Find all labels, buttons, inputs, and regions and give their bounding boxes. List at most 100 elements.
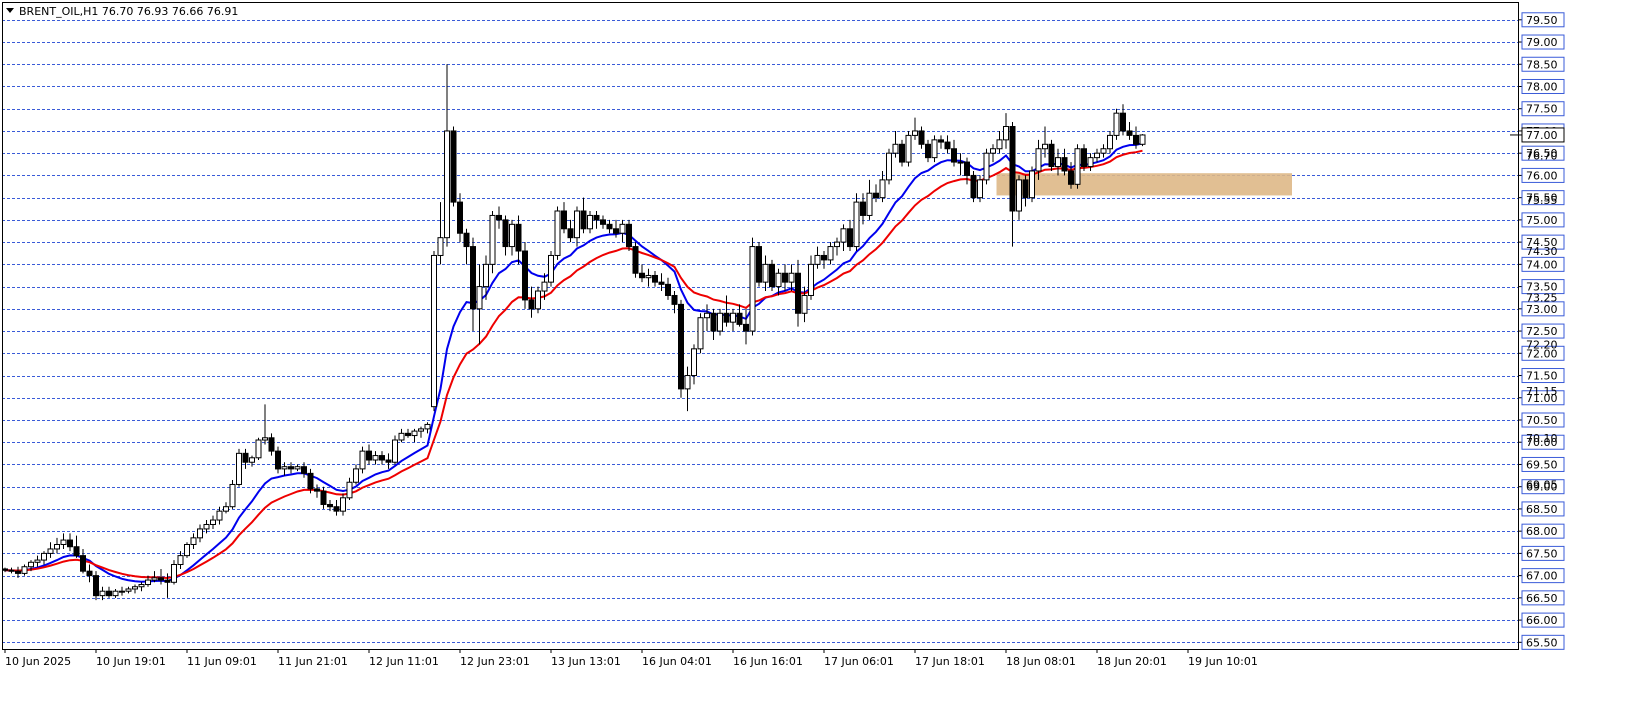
candle [652, 271, 658, 287]
plot-frame [2, 2, 1519, 650]
candle-body [463, 232, 470, 248]
y-tick-label: 78.50 [1526, 58, 1558, 71]
candle [80, 548, 86, 574]
candle-body [840, 228, 847, 243]
candle-body [1035, 148, 1042, 172]
y-tick-box [1521, 634, 1565, 650]
candle-body [327, 503, 333, 508]
candle [1120, 104, 1126, 136]
candle-body [255, 439, 262, 459]
y-tick-box [1521, 190, 1565, 206]
candle [574, 206, 580, 247]
candle-body [1074, 148, 1081, 185]
candle [197, 524, 203, 543]
candle-body [1061, 157, 1068, 172]
candle [320, 486, 327, 509]
candle [860, 193, 866, 225]
candle [535, 286, 541, 314]
candle-body [197, 528, 203, 539]
candle-body [1139, 134, 1146, 145]
y-tick-label: 76.00 [1526, 169, 1558, 182]
candle [190, 533, 197, 549]
y-extra-label: 74.30 [1526, 245, 1558, 258]
candle [697, 313, 704, 354]
candle [99, 586, 106, 601]
symbol-header[interactable]: BRENT_OIL,H1 76.70 76.93 76.66 76.91 [6, 5, 238, 18]
candle-body [437, 237, 444, 256]
candle-body [1107, 134, 1113, 150]
triangle-down-icon[interactable] [6, 8, 14, 13]
candle [444, 64, 450, 247]
x-tick-label: 12 Jun 11:01 [369, 655, 439, 668]
candle [691, 344, 697, 385]
candle-body [268, 437, 275, 452]
x-tick-label: 11 Jun 21:01 [278, 655, 348, 668]
candle-body [561, 210, 567, 230]
candle [164, 573, 171, 598]
candle-body [1068, 170, 1074, 185]
candle-body [1042, 143, 1048, 150]
candle [372, 451, 379, 465]
y-tick-label: 66.00 [1526, 614, 1558, 627]
candle [203, 520, 210, 534]
y-tick-box [1521, 456, 1565, 472]
y-tick-box [1521, 434, 1565, 450]
candle-body [444, 130, 450, 239]
candle-body [554, 210, 561, 256]
candle-body [60, 539, 67, 546]
candle [905, 130, 912, 167]
y-tick-label: 69.50 [1526, 458, 1558, 471]
candle-body [392, 439, 398, 463]
y-tick-box [1521, 501, 1565, 517]
candle [996, 130, 1003, 154]
candle-body [775, 272, 782, 288]
candle [398, 428, 405, 443]
candle [145, 575, 151, 587]
candle-body [366, 450, 372, 461]
candle [463, 228, 470, 265]
candle [1061, 148, 1068, 176]
candle [268, 433, 275, 456]
candle [60, 533, 67, 549]
candle [528, 286, 535, 318]
candle [788, 264, 795, 292]
candle [723, 295, 730, 327]
y-tick-box [1521, 145, 1565, 161]
y-tick-label: 75.00 [1526, 214, 1558, 227]
candle [125, 586, 132, 594]
candle [255, 437, 262, 461]
candle-body [626, 223, 632, 248]
candle [892, 130, 899, 158]
candle-body [899, 143, 905, 163]
candle-body [580, 210, 587, 230]
y-tick-box [1521, 212, 1565, 228]
y-tick-box [1521, 101, 1565, 117]
candle [1055, 148, 1061, 176]
candle [112, 588, 119, 598]
candle-body [879, 179, 886, 199]
candle [509, 219, 515, 256]
y-tick-box [1521, 323, 1565, 339]
y-tick-box [1521, 568, 1565, 584]
candle-body [834, 241, 840, 248]
candle [340, 493, 346, 516]
y-extra-label: 69.05 [1526, 478, 1558, 491]
candle [710, 308, 717, 340]
candle-body [125, 588, 132, 592]
candle-body [294, 466, 301, 470]
candle-body [450, 130, 457, 203]
candle-body [41, 552, 47, 561]
x-tick-label: 11 Jun 09:01 [187, 655, 257, 668]
candle [730, 308, 736, 332]
candle-body [957, 161, 964, 164]
candle [925, 139, 931, 163]
candle-body [1081, 148, 1087, 168]
candle-body [808, 263, 814, 296]
y-extra-label: 76.70 [1526, 149, 1558, 162]
candle [990, 144, 996, 163]
candle [704, 304, 710, 332]
candle [736, 304, 743, 327]
candle-body [1094, 152, 1100, 159]
